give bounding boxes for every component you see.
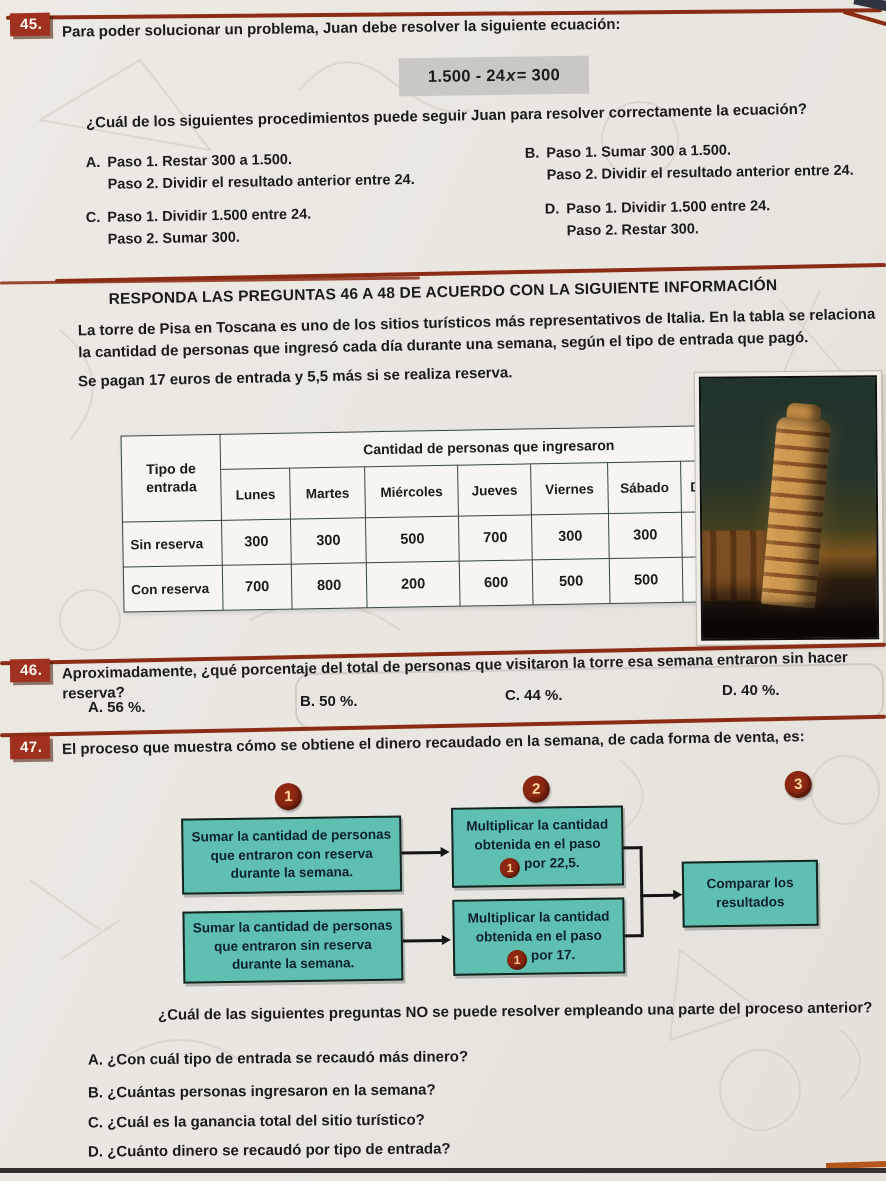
arrow-line (402, 938, 443, 943)
flow-box-compare: Comparar los resultados (681, 859, 819, 928)
option-text: 44 %. (524, 687, 563, 704)
flow-text: Multiplicar la cantidad obtenida en el p… (466, 816, 609, 853)
arrow-head (440, 846, 450, 857)
option-letter: C. (87, 1114, 104, 1132)
arrow-head (673, 889, 683, 900)
option-letter: B. (87, 1084, 104, 1102)
flow-box-multiply-22-5: Multiplicar la cantidad obtenida en el p… (450, 805, 625, 888)
option-text: 56 %. (107, 699, 146, 716)
q47-option-d: D. ¿Cuánto dinero se recaudó por tipo de… (88, 1140, 451, 1160)
option-letter: B. (300, 693, 315, 710)
option-text: ¿Cuál es la ganancia total del sitio tur… (107, 1111, 425, 1132)
flow-box-sum-sin-reserva: Sumar la cantidad de personas que entrar… (182, 908, 404, 984)
connector-line (639, 846, 644, 938)
step-1-ref-badge: 1 (506, 949, 528, 971)
option-letter: C. (505, 687, 520, 704)
q46-option-c: C. 44 %. (505, 687, 563, 704)
option-text: ¿Cuánto dinero se recaudó por tipo de en… (107, 1140, 451, 1161)
q47-option-c: C. ¿Cuál es la ganancia total del sitio … (88, 1112, 425, 1132)
q47-option-b: B. ¿Cuántas personas ingresaron en la se… (88, 1081, 436, 1101)
option-letter: D. (722, 682, 737, 699)
subquestion-post: se puede resolver empleando una parte de… (427, 999, 873, 1021)
option-letter: A. (87, 1051, 104, 1069)
option-text: ¿Con cuál tipo de entrada se recaudó más… (107, 1048, 469, 1069)
arrow-head (441, 934, 451, 945)
step-1-ref-badge: 1 (499, 858, 521, 879)
flow-box-sum-con-reserva: Sumar la cantidad de personas que entrar… (181, 815, 403, 895)
bottom-edge-line (0, 1168, 886, 1173)
step-1-badge: 1 (274, 782, 303, 811)
flow-box-multiply-17: Multiplicar la cantidad obtenida en el p… (452, 897, 626, 976)
q46-option-a: A. 56 %. (88, 699, 146, 716)
q47-option-a: A. ¿Con cuál tipo de entrada se recaudó … (88, 1048, 468, 1068)
option-text: ¿Cuántas personas ingresaron en la seman… (107, 1081, 436, 1102)
q46-option-d: D. 40 %. (722, 682, 780, 699)
option-letter: D. (87, 1143, 104, 1161)
step-3-badge: 3 (784, 770, 812, 799)
option-text: 50 %. (319, 693, 358, 710)
subquestion-pre: ¿Cuál de las siguientes preguntas (157, 1004, 406, 1024)
flow-text: por 17. (530, 946, 576, 963)
subquestion-emphasis: NO (405, 1003, 429, 1022)
q46-option-b: B. 50 %. (300, 693, 358, 710)
flow-text: Multiplicar la cantidad obtenida en el p… (467, 908, 610, 945)
step-2-badge: 2 (522, 775, 550, 803)
arrow-line (401, 850, 442, 855)
flow-text: por 22,5. (523, 854, 580, 871)
option-letter: A. (88, 699, 103, 716)
arrow-line (640, 893, 675, 897)
option-text: 40 %. (741, 682, 780, 699)
